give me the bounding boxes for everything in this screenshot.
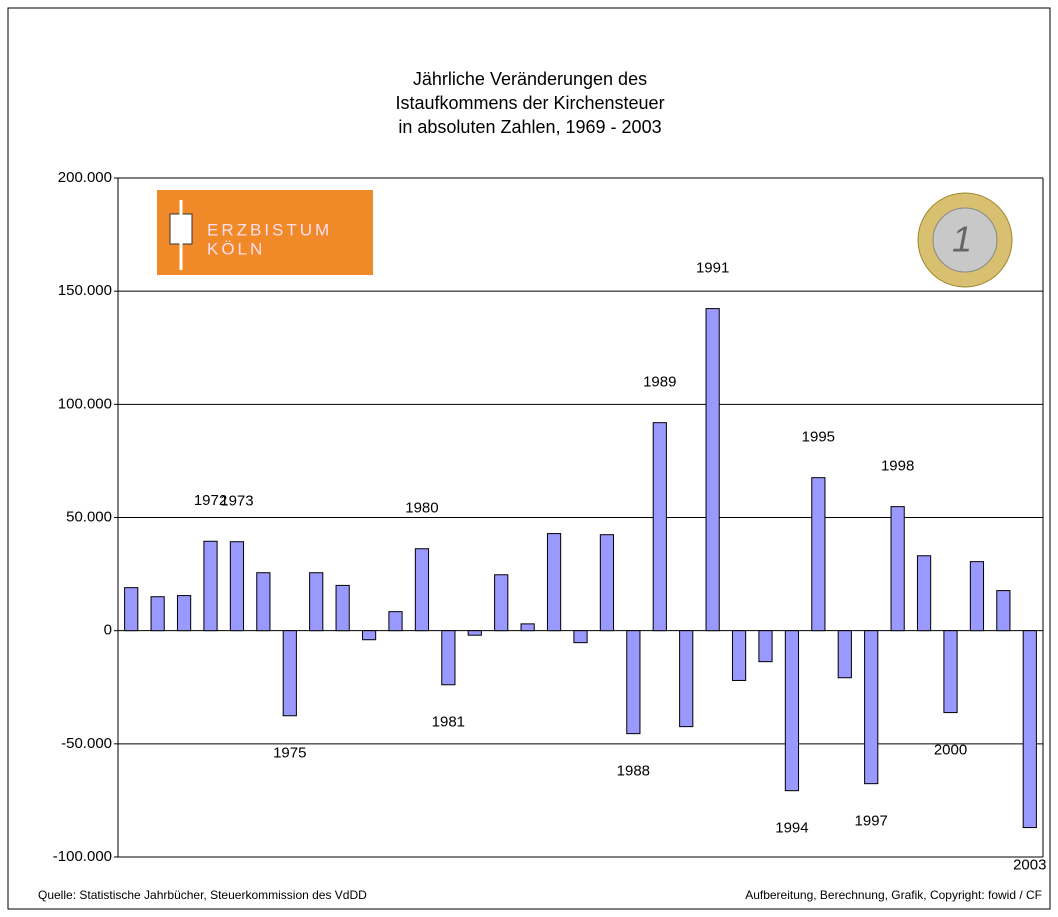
bar (546, 533, 562, 632)
coin-text: 1 (952, 219, 972, 260)
bar (626, 630, 641, 735)
bar-year-label: 1981 (432, 714, 465, 731)
bar (467, 630, 482, 636)
coin-center (932, 207, 998, 273)
y-tick-label: 100.000 (58, 395, 112, 412)
chart-title: Jährliche Veränderungen des (413, 69, 647, 89)
bar-year-label: 1975 (273, 745, 306, 762)
bar (150, 596, 165, 632)
bar-year-label: 1995 (802, 429, 835, 446)
chart-title: Istaufkommens der Kirchensteuer (395, 93, 664, 113)
bar (361, 630, 377, 641)
bar (784, 630, 800, 792)
bar (679, 630, 694, 728)
y-tick-label: 200.000 (58, 169, 112, 186)
bar-year-label: 1994 (775, 820, 808, 837)
bar (996, 590, 1011, 632)
y-tick-label: 50.000 (66, 508, 112, 525)
bar-year-label: 1998 (881, 458, 914, 475)
bar (256, 572, 271, 632)
bar (837, 630, 852, 679)
logo-background (157, 190, 373, 275)
bar (705, 308, 720, 632)
bar (309, 572, 324, 632)
bar-year-label: 1972 (194, 492, 227, 509)
logo-text: KÖLN (207, 239, 265, 258)
y-tick-label: -100.000 (53, 848, 112, 865)
bar-year-label: 1980 (405, 500, 438, 517)
bar-year-label: 1973 (220, 493, 253, 510)
bar (203, 540, 218, 632)
chart-title: in absoluten Zahlen, 1969 - 2003 (398, 117, 661, 137)
bar (758, 630, 773, 663)
bar-year-label: 2003 (1013, 857, 1046, 874)
y-tick-label: 0 (104, 622, 112, 639)
logo-text: ERZBISTUM (207, 220, 332, 239)
source: Quelle: Statistische Jahrbücher, Steuerk… (38, 888, 367, 902)
bar (282, 630, 297, 717)
bar (573, 630, 588, 644)
bar-year-label: 1988 (617, 763, 650, 780)
bar (652, 422, 667, 632)
bar (441, 630, 456, 686)
bar (943, 630, 958, 714)
bar (494, 574, 509, 632)
bar (916, 555, 932, 632)
bar (731, 630, 747, 681)
bar (1022, 630, 1037, 829)
bar (124, 587, 139, 632)
bar (335, 584, 350, 632)
bar-year-label: 1991 (696, 260, 729, 277)
bar-year-label: 1997 (855, 813, 888, 830)
bar (414, 548, 430, 632)
bar (388, 611, 403, 632)
bar-year-label: 2000 (934, 742, 967, 759)
bar (969, 561, 985, 632)
bar-year-label: 1989 (643, 374, 676, 391)
bar (520, 623, 535, 632)
bar (599, 534, 615, 632)
logo: ERZBISTUM KÖLN (157, 190, 373, 275)
y-tick-label: -50.000 (61, 735, 112, 752)
bar (229, 541, 245, 632)
bar (864, 630, 879, 785)
bar (176, 595, 192, 632)
coin: 1 (917, 192, 1013, 288)
bar (811, 477, 826, 632)
credit: Aufbereitung, Berechnung, Grafik, Copyri… (745, 888, 1042, 902)
bar (890, 506, 905, 632)
y-tick-label: 150.000 (58, 282, 112, 299)
